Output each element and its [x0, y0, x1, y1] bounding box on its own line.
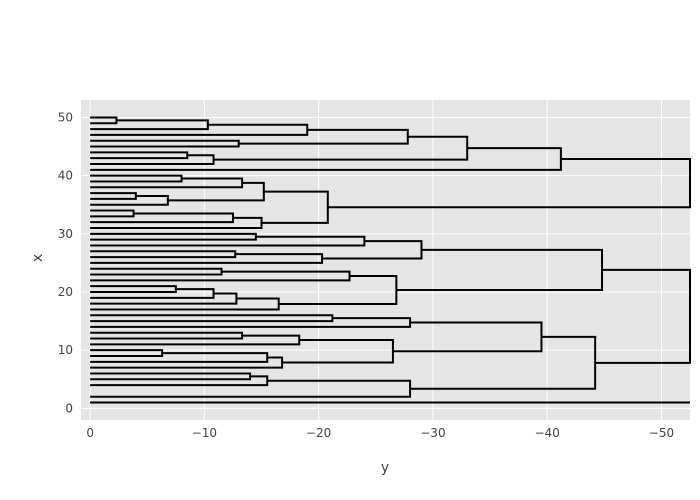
y-tick-label: 10	[58, 343, 73, 357]
y-axis-ticks: 0 10 20 30 40 50	[58, 110, 73, 415]
dendrogram-link	[595, 268, 691, 364]
x-tick-label: −30	[420, 426, 445, 440]
x-tick-label: −20	[306, 426, 331, 440]
x-axis-ticks: 0 −10 −20 −30 −40 −50	[86, 426, 674, 440]
y-tick-label: 40	[58, 169, 73, 183]
dendrogram-links	[90, 116, 691, 404]
x-tick-label: −10	[192, 426, 217, 440]
y-tick-label: 30	[58, 227, 73, 241]
x-tick-label: −40	[535, 426, 560, 440]
y-axis-title: x	[30, 254, 46, 262]
y-tick-label: 0	[65, 401, 73, 415]
dendrogram-link	[327, 158, 691, 209]
y-tick-label: 20	[58, 285, 73, 299]
y-tick-label: 50	[58, 110, 73, 124]
x-tick-label: 0	[86, 426, 94, 440]
x-tick-label: −50	[649, 426, 674, 440]
plot-background	[81, 100, 690, 420]
x-axis-title: y	[381, 460, 389, 476]
